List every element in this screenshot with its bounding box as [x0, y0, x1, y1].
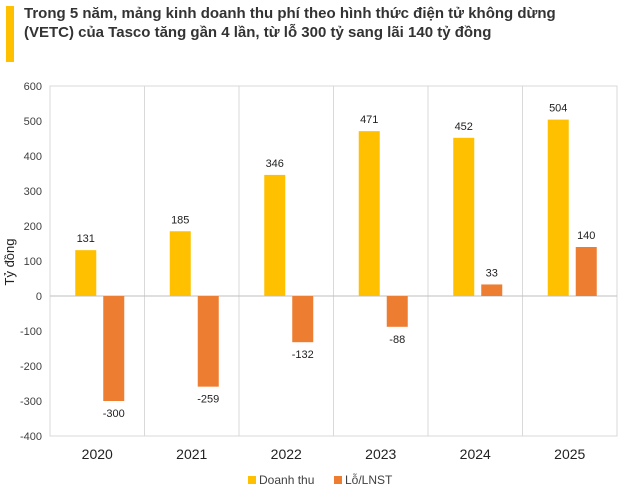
y-axis-label: Tỷ đồng [2, 239, 17, 286]
legend-swatch [248, 476, 256, 484]
bar-revenue [264, 174, 286, 296]
y-tick-label: -400 [20, 431, 42, 443]
data-label: -300 [103, 408, 125, 420]
x-axis-categories: 2020 2021 2022 2023 2024 2025 [82, 446, 586, 462]
title-accent-bar [6, 6, 14, 62]
bar-revenue [169, 231, 191, 296]
y-tick-label: 100 [24, 256, 42, 268]
y-tick-label: 300 [24, 186, 42, 198]
data-label: 346 [266, 158, 284, 170]
chart-grid [49, 85, 618, 437]
bar-profit [103, 296, 125, 401]
chart-legend: Doanh thu Lỗ/LNST [248, 472, 393, 487]
legend-entry: Doanh thu [259, 473, 314, 487]
x-category-label: 2023 [365, 446, 396, 462]
data-label: 131 [77, 233, 95, 245]
bar-revenue [358, 131, 380, 296]
bar-profit [292, 296, 314, 343]
y-tick-label: -300 [20, 396, 42, 408]
data-label: 185 [171, 214, 189, 226]
x-category-label: 2024 [460, 446, 491, 462]
bar-revenue [453, 137, 475, 296]
data-label: -132 [292, 349, 314, 361]
y-tick-label: 600 [24, 81, 42, 93]
bar-profit [481, 284, 503, 296]
bar-revenue [547, 119, 569, 296]
y-tick-label: 500 [24, 116, 42, 128]
y-axis-ticks: -400 -300 -200 -100 0 100 200 300 400 500 600 [20, 81, 42, 443]
legend-entry: Lỗ/LNST [345, 472, 393, 487]
bar-profit [386, 296, 408, 327]
data-label: 33 [486, 267, 498, 279]
bar-profit [575, 247, 597, 296]
y-tick-label: 400 [24, 151, 42, 163]
bar-profit [197, 296, 219, 387]
y-tick-label: 0 [36, 291, 42, 303]
chart-title: Trong 5 năm, mảng kinh doanh thu phí the… [24, 5, 556, 41]
chart-bars [75, 119, 597, 401]
data-label: 471 [360, 114, 378, 126]
data-labels: 131 185 346 471 452 504 -300 -259 -132 -88 33 140 [77, 103, 596, 420]
x-category-label: 2021 [176, 446, 207, 462]
x-category-label: 2022 [271, 446, 302, 462]
y-tick-label: -100 [20, 326, 42, 338]
data-label: 140 [577, 230, 595, 242]
data-label: -88 [389, 334, 405, 346]
data-label: -259 [197, 394, 219, 406]
y-tick-label: 200 [24, 221, 42, 233]
legend-swatch [334, 476, 342, 484]
data-label: 452 [455, 121, 473, 133]
y-tick-label: -200 [20, 361, 42, 373]
x-category-label: 2025 [554, 446, 585, 462]
bar-revenue [75, 250, 97, 296]
x-category-label: 2020 [82, 446, 113, 462]
data-label: 504 [549, 103, 567, 115]
